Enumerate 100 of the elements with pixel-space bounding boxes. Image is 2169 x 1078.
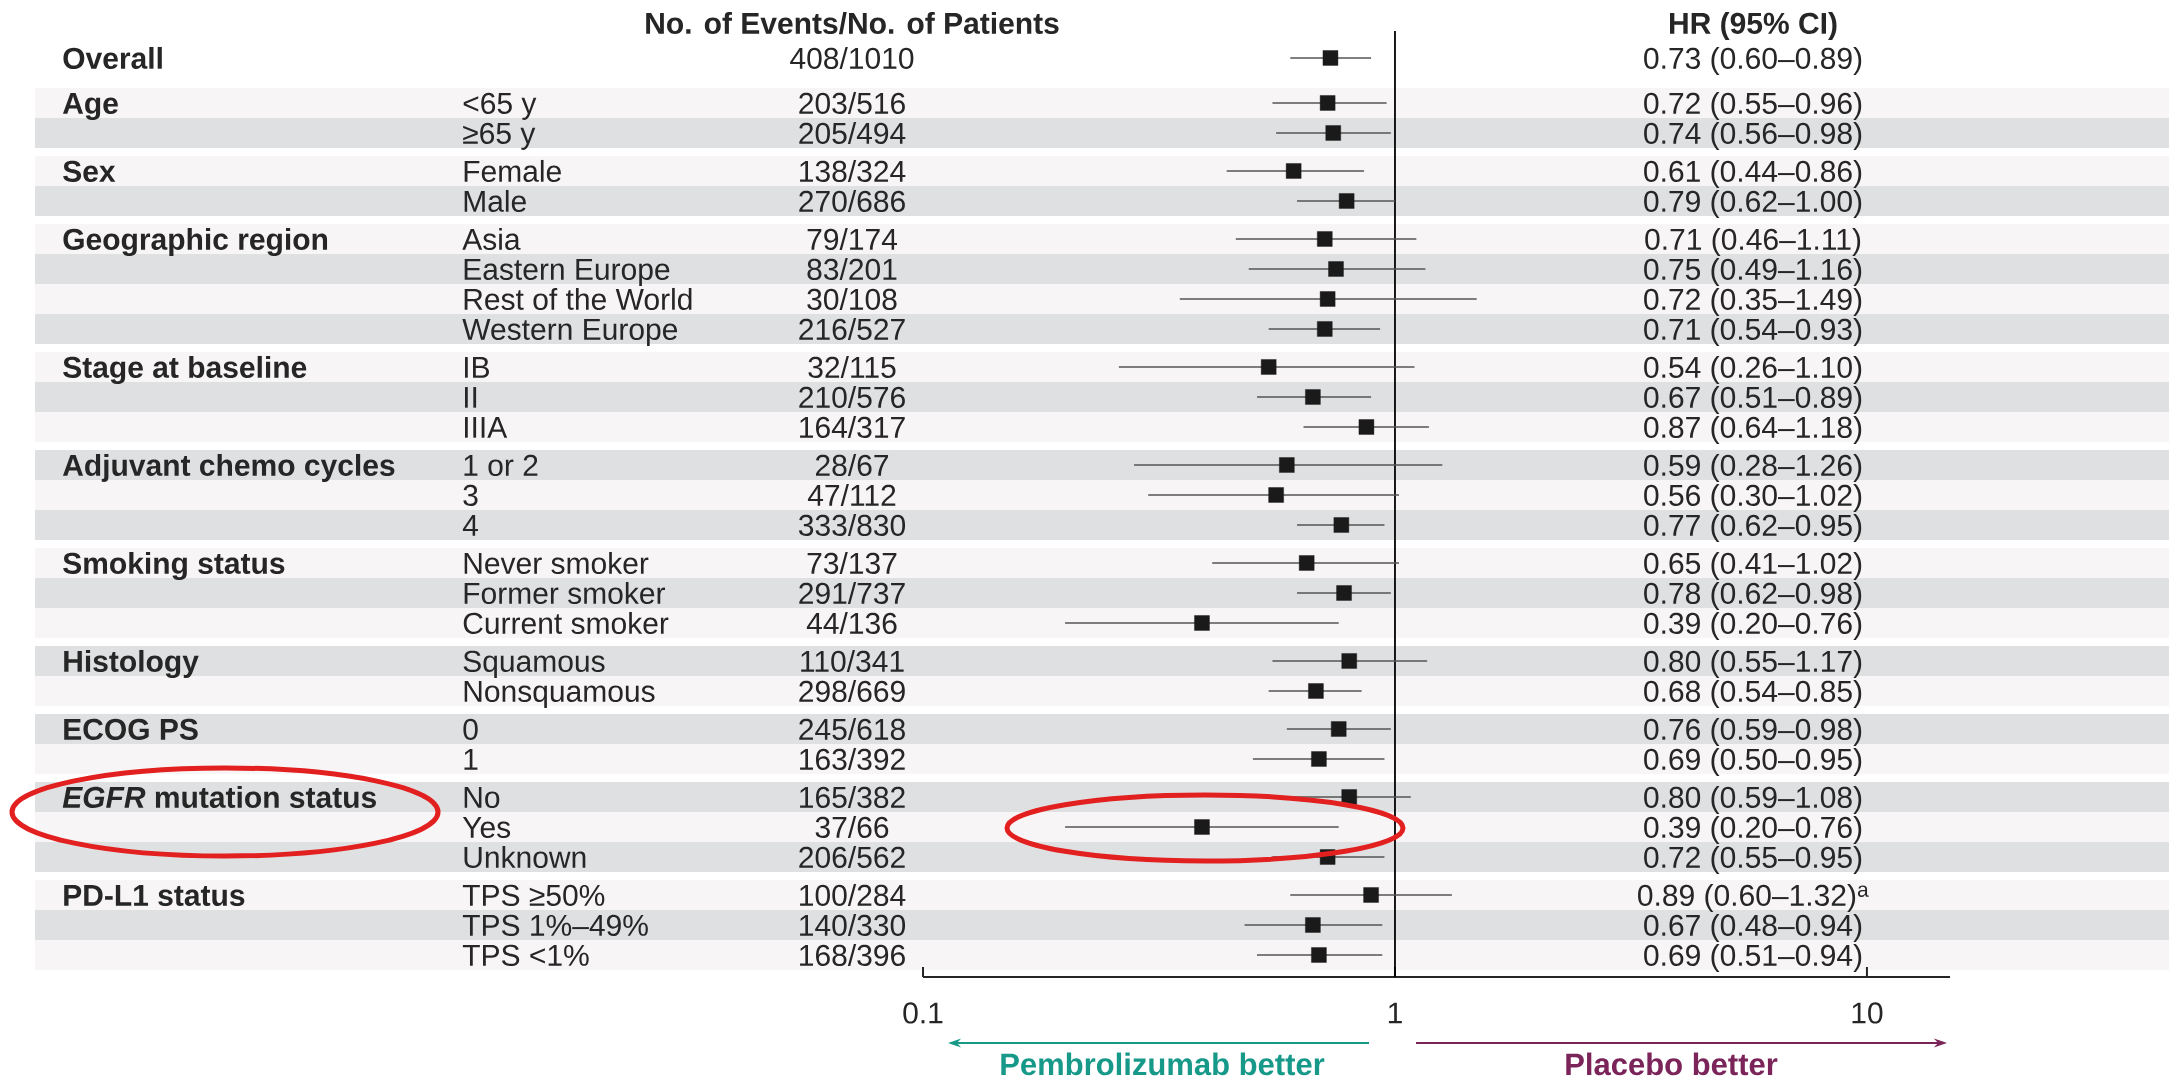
text: Adjuvant chemo cycles bbox=[62, 453, 395, 482]
annotation: 0.67 (0.51–0.89) bbox=[1644, 385, 1862, 414]
y2-tick-label: 47/112 bbox=[807, 483, 896, 506]
point bbox=[1325, 125, 1341, 141]
y2-tick-label: 83/201 bbox=[807, 257, 897, 280]
y-tick-label: <65 y bbox=[463, 92, 537, 120]
y2-tick-label: 245/618 bbox=[799, 717, 905, 740]
text: Age bbox=[62, 93, 118, 121]
annotation: 0.77 (0.62–0.95) bbox=[1644, 513, 1862, 542]
point bbox=[1311, 751, 1327, 767]
y2-tick-label: 408/1010 bbox=[790, 46, 914, 69]
annotation: 0.78 (0.62–0.98) bbox=[1644, 581, 1862, 610]
y-tick-label: Western Europe bbox=[462, 319, 678, 346]
y-tick-label: TPS ≥50% bbox=[462, 884, 605, 906]
point bbox=[1336, 585, 1352, 601]
text: Geographic region bbox=[63, 227, 328, 257]
text: ECOG PS bbox=[64, 718, 198, 740]
y-tick-label: Asia bbox=[462, 227, 521, 250]
y2-tick-label: 165/382 bbox=[800, 785, 905, 808]
point bbox=[1311, 947, 1327, 963]
annotation: 0.69 (0.50–0.95) bbox=[1644, 747, 1862, 776]
y-tick-label: 1 bbox=[464, 749, 478, 770]
y2-tick-label: 270/686 bbox=[799, 189, 905, 212]
y2-tick-label: 73/137 bbox=[807, 551, 897, 574]
y-tick-label: Nonsquamous bbox=[464, 681, 655, 708]
y2-tick-label: 30/108 bbox=[807, 287, 897, 310]
y2-tick-label: 206/562 bbox=[799, 845, 905, 868]
annotation: 0.54 (0.26–1.10) bbox=[1644, 355, 1862, 384]
annotation: 0.79 (0.62–1.00) bbox=[1644, 189, 1862, 218]
y2-tick-label: 100/284 bbox=[800, 883, 906, 906]
annotation: 0.72 (0.55–0.96) bbox=[1644, 91, 1862, 120]
annotation: 0.39 (0.20–0.76) bbox=[1644, 815, 1862, 844]
y-tick-label: TPS 1%–49% bbox=[462, 914, 648, 936]
x-tick-label: 0.1 bbox=[903, 1002, 943, 1024]
y2-tick-label: 168/396 bbox=[800, 943, 905, 966]
y2-tick-label: 210/576 bbox=[799, 385, 905, 408]
annotation: 0.73 (0.60–0.89) bbox=[1644, 46, 1862, 75]
annotation: 0.65 (0.41–1.02) bbox=[1644, 551, 1862, 580]
annotation: No. of Events/No. of Patients bbox=[646, 11, 1059, 35]
annotation: 0.72 (0.55–0.95) bbox=[1644, 845, 1862, 874]
y-tick-label: 4 bbox=[462, 515, 479, 536]
annotation: 0.72 (0.35–1.49) bbox=[1644, 287, 1862, 316]
x-tick-label: 10 bbox=[1852, 1002, 1883, 1024]
y-tick-label: Yes bbox=[462, 817, 511, 838]
annotation: 0.76 (0.59–0.98) bbox=[1644, 717, 1862, 746]
y-tick-label: IIIA bbox=[464, 417, 508, 438]
annotation: 0.89 (0.60–1.32)$^{a}$ bbox=[1638, 883, 1869, 912]
point bbox=[1338, 193, 1355, 209]
y2-tick-label: 298/669 bbox=[799, 679, 905, 702]
text: Stage at baseline bbox=[63, 355, 307, 385]
text: Pembrolizumab better bbox=[1001, 1052, 1325, 1076]
text: Placebo better bbox=[1566, 1052, 1778, 1076]
y2-tick-label: 291/737 bbox=[799, 581, 905, 604]
annotation: 0.61 (0.44–0.86) bbox=[1644, 159, 1862, 188]
y-tick-label: 3 bbox=[463, 484, 478, 506]
y2-tick-label: 32/115 bbox=[808, 355, 896, 378]
y-tick-label: 1 or 2 bbox=[464, 454, 538, 476]
y2-tick-label: 203/516 bbox=[799, 91, 905, 114]
y-tick-label: TPS <1% bbox=[462, 944, 589, 966]
y2-tick-label: 216/527 bbox=[799, 317, 905, 340]
text: EGFR mutation status bbox=[62, 785, 376, 808]
text: Sex bbox=[63, 160, 116, 182]
point bbox=[1305, 917, 1321, 933]
y-tick-label: Current smoker bbox=[463, 611, 669, 634]
y-tick-label: II bbox=[464, 387, 477, 408]
y-tick-label: 0 bbox=[463, 718, 478, 740]
y-tick-label: Male bbox=[464, 189, 526, 212]
y-tick-label: Former smoker bbox=[464, 581, 666, 604]
annotation: 0.71 (0.46–1.11) bbox=[1645, 227, 1861, 256]
y-tick-label: Eastern Europe bbox=[464, 259, 670, 286]
y-tick-label: ≥65 y bbox=[463, 122, 536, 150]
y2-tick-label: 163/392 bbox=[800, 747, 905, 770]
y2-tick-label: 138/324 bbox=[800, 159, 906, 182]
y-tick-label: No bbox=[464, 787, 500, 808]
text: PD-L1 status bbox=[64, 885, 245, 906]
annotation: 0.80 (0.55–1.17) bbox=[1644, 649, 1862, 678]
annotation: 0.75 (0.49–1.16) bbox=[1644, 257, 1862, 286]
y2-tick-label: 140/330 bbox=[800, 913, 906, 936]
annotation: 0.39 (0.20–0.76) bbox=[1644, 611, 1862, 640]
y-tick-label: IB bbox=[464, 357, 489, 378]
annotation: 0.67 (0.48–0.94) bbox=[1644, 913, 1862, 942]
annotation: 0.56 (0.30–1.02) bbox=[1644, 483, 1862, 512]
y2-tick-label: 28/67 bbox=[815, 453, 889, 476]
y2-tick-label: 164/317 bbox=[800, 415, 905, 438]
y2-tick-label: 37/66 bbox=[815, 815, 889, 838]
y-tick-label: Female bbox=[464, 159, 561, 182]
y2-tick-label: 79/174 bbox=[807, 227, 898, 250]
y2-tick-label: 205/494 bbox=[799, 121, 906, 144]
annotation: 0.71 (0.54–0.93) bbox=[1644, 317, 1862, 346]
point bbox=[1305, 389, 1321, 405]
annotation: 0.80 (0.59–1.08) bbox=[1644, 785, 1862, 814]
point bbox=[1319, 291, 1336, 307]
text: Histology bbox=[64, 649, 199, 679]
y-tick-label: Never smoker bbox=[464, 551, 649, 574]
y-tick-label: Squamous bbox=[463, 650, 605, 678]
point bbox=[1341, 653, 1357, 669]
text: Overall bbox=[63, 46, 162, 69]
x-tick-label: 1 bbox=[1388, 1002, 1402, 1024]
point bbox=[1298, 555, 1315, 571]
annotation: HR (95% CI) bbox=[1670, 11, 1837, 40]
